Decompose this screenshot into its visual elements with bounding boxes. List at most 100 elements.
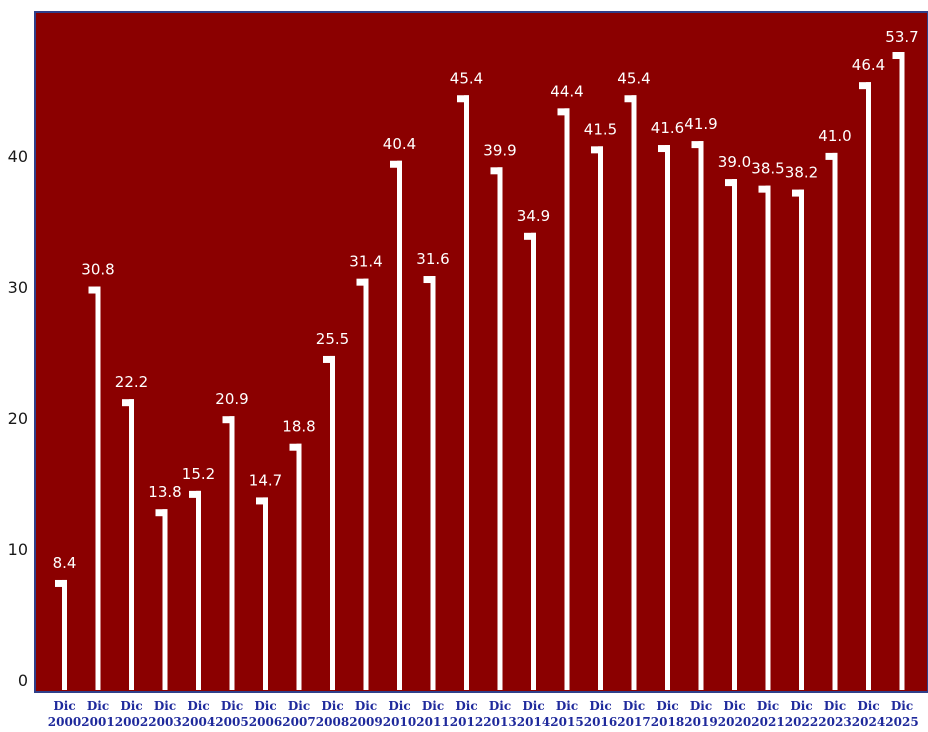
x-tick-label: Dic 2013: [483, 699, 516, 729]
bar-cap: [356, 278, 369, 286]
bar: [665, 145, 670, 691]
data-label: 39.0: [718, 153, 751, 171]
bar-cap: [691, 141, 704, 149]
bar-cap: [155, 509, 168, 517]
y-tick-label: 0: [18, 671, 28, 690]
x-tick-label: Dic 2023: [818, 699, 851, 729]
bar: [95, 286, 101, 690]
bar-cap: [825, 152, 838, 160]
x-tick-label: Dic 2002: [115, 699, 148, 729]
data-label: 38.2: [785, 164, 818, 182]
data-label: 39.9: [483, 141, 516, 159]
bar-cap: [557, 108, 570, 116]
data-label: 45.4: [450, 69, 483, 87]
bar-cap: [758, 185, 771, 193]
bar: [229, 416, 235, 690]
data-label: 31.6: [416, 250, 449, 268]
x-tick-label: Dic 2012: [450, 699, 483, 729]
bar: [162, 509, 168, 690]
x-tick-label: Dic 2016: [584, 699, 617, 729]
data-label: 41.9: [684, 115, 717, 133]
x-tick-label: Dic 2020: [718, 699, 751, 729]
y-tick-label: 40: [8, 147, 28, 166]
bar-cap: [859, 82, 871, 90]
data-label: 53.7: [885, 28, 918, 46]
x-tick-label: Dic 2004: [182, 699, 215, 729]
data-label: 46.4: [852, 56, 885, 74]
x-tick-label: Dic 2003: [148, 699, 181, 729]
bar-cap: [55, 579, 67, 587]
x-tick-label: Dic 2025: [885, 699, 918, 729]
x-tick-label: Dic 2008: [316, 699, 349, 729]
bar: [698, 141, 704, 691]
bar: [598, 146, 603, 691]
x-tick-label: Dic 2001: [81, 699, 114, 729]
bar-cap: [457, 95, 469, 103]
x-tick-label: Dic 2018: [651, 699, 684, 729]
bar-cap: [256, 497, 268, 505]
y-tick-label: 30: [8, 278, 28, 297]
y-tick-label: 10: [8, 540, 28, 559]
bar-cap: [289, 443, 302, 451]
bar: [397, 160, 402, 690]
bar-cap: [658, 145, 670, 153]
data-label: 8.4: [53, 554, 77, 572]
data-label: 34.9: [517, 207, 550, 225]
data-label: 22.2: [115, 373, 148, 391]
data-label: 45.4: [617, 69, 650, 87]
data-label: 25.5: [316, 330, 349, 348]
data-label: 41.6: [651, 119, 684, 137]
bar: [263, 497, 268, 690]
bar: [196, 490, 201, 690]
bar-cap: [323, 355, 335, 363]
bar-cap: [423, 276, 436, 284]
bar-cap: [390, 160, 402, 168]
bar: [363, 278, 369, 690]
data-label: 31.4: [349, 253, 382, 271]
x-tick-label: Dic 2005: [215, 699, 248, 729]
x-tick-label: Dic 2014: [517, 699, 550, 729]
x-tick-label: Dic 2011: [416, 699, 449, 729]
bar-cap: [122, 399, 134, 407]
x-tick-label: Dic 2024: [852, 699, 885, 729]
bar: [799, 189, 804, 690]
bar: [832, 152, 838, 690]
x-tick-label: Dic 2021: [751, 699, 784, 729]
bar-cap: [189, 490, 201, 498]
bar-cap: [524, 232, 536, 240]
y-tick-label: 20: [8, 409, 28, 428]
data-label: 15.2: [182, 465, 215, 483]
bar-cap: [490, 167, 503, 175]
bar: [330, 355, 335, 690]
data-labels-group: 8.4 30.8 22.2 13.815.2 20.9 14.7 18.8 25.5 31.4 4…: [53, 28, 919, 572]
x-tick-label: Dic 2015: [550, 699, 583, 729]
x-tick-label: Dic 2007: [282, 699, 315, 729]
bar-cap: [792, 189, 804, 197]
x-tick-label: Dic 2006: [249, 699, 282, 729]
data-label: 30.8: [81, 261, 114, 279]
data-label: 18.8: [282, 418, 315, 436]
data-label: 44.4: [550, 82, 583, 100]
x-tick-label: Dic 2009: [349, 699, 382, 729]
bar: [866, 82, 871, 690]
bar: [129, 399, 134, 690]
data-label: 38.5: [751, 160, 784, 178]
bar: [732, 179, 737, 690]
bar: [497, 167, 503, 690]
data-label: 13.8: [148, 483, 181, 501]
bar-cap: [88, 286, 101, 294]
x-tick-label: Dic 2000: [48, 699, 81, 729]
bar: [564, 108, 570, 691]
y-axis: 0 10 20 30 40: [8, 147, 28, 690]
bar: [899, 52, 905, 690]
bar: [631, 95, 637, 690]
plot-area: [34, 11, 928, 693]
bar-cap: [725, 179, 737, 187]
data-label: 40.4: [383, 135, 416, 153]
bar: [765, 185, 771, 690]
bar-cap: [892, 52, 905, 59]
bar: [464, 95, 469, 690]
x-tick-label: Dic 2017: [617, 699, 650, 729]
